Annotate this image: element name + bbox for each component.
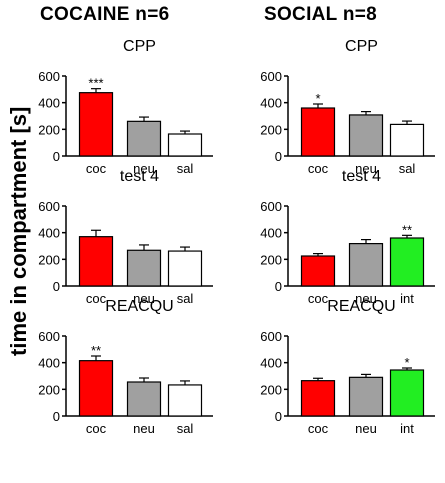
category-label: coc — [86, 421, 107, 436]
category-label: coc — [86, 161, 107, 176]
bar-sal — [389, 123, 425, 157]
significance-label: ** — [91, 343, 101, 358]
category-label: neu — [133, 291, 155, 306]
panel-title: test 4 — [342, 168, 381, 185]
y-tick-label: 0 — [53, 279, 60, 294]
bar-sal — [167, 384, 203, 417]
bar-neu — [348, 376, 384, 417]
y-tick-label: 600 — [38, 69, 60, 84]
y-tick-label: 0 — [275, 149, 282, 164]
panel-title: CPP — [123, 38, 156, 55]
category-label: coc — [308, 421, 329, 436]
category-label: neu — [355, 161, 377, 176]
category-label: int — [400, 421, 414, 436]
y-tick-label: 400 — [260, 226, 282, 241]
bar-coc — [300, 380, 336, 417]
y-tick-label: 200 — [260, 122, 282, 137]
bar-coc — [78, 236, 114, 287]
category-label: sal — [177, 291, 194, 306]
y-tick-label: 0 — [275, 409, 282, 424]
y-tick-label: 200 — [260, 382, 282, 397]
y-tick-label: 0 — [53, 149, 60, 164]
y-tick-label: 0 — [53, 409, 60, 424]
bar-sal — [167, 133, 203, 157]
significance-label: *** — [88, 76, 103, 91]
category-label: int — [400, 291, 414, 306]
category-label: neu — [355, 291, 377, 306]
category-label: neu — [133, 421, 155, 436]
significance-label: ** — [402, 222, 412, 237]
bar-int — [389, 237, 425, 287]
y-tick-label: 400 — [38, 226, 60, 241]
y-tick-label: 400 — [260, 96, 282, 111]
bar-neu — [126, 381, 162, 417]
significance-label: * — [404, 355, 409, 370]
category-label: coc — [308, 291, 329, 306]
y-tick-label: 200 — [38, 382, 60, 397]
bar-coc — [78, 360, 114, 417]
category-label: sal — [177, 421, 194, 436]
y-tick-label: 400 — [38, 96, 60, 111]
y-tick-label: 600 — [260, 329, 282, 344]
category-label: sal — [177, 161, 194, 176]
y-tick-label: 200 — [260, 252, 282, 267]
significance-label: * — [315, 91, 320, 106]
y-tick-label: 600 — [38, 329, 60, 344]
bar-sal — [167, 250, 203, 287]
panel-title: CPP — [345, 38, 378, 55]
bar-coc — [300, 255, 336, 287]
panel-title: test 4 — [120, 168, 159, 185]
y-tick-label: 600 — [260, 69, 282, 84]
bar-neu — [126, 120, 162, 157]
y-tick-label: 400 — [38, 356, 60, 371]
y-tick-label: 200 — [38, 252, 60, 267]
y-tick-label: 0 — [275, 279, 282, 294]
category-label: neu — [355, 421, 377, 436]
y-tick-label: 400 — [260, 356, 282, 371]
y-tick-label: 600 — [260, 199, 282, 214]
panel-title: REACQU — [327, 298, 395, 315]
bar-neu — [348, 114, 384, 157]
y-tick-label: 600 — [38, 199, 60, 214]
bar-neu — [348, 243, 384, 287]
cocaine-column-title: COCAINE n=6 — [40, 4, 170, 25]
bar-coc — [78, 92, 114, 157]
category-label: sal — [399, 161, 416, 176]
social-column-title: SOCIAL n=8 — [264, 4, 377, 25]
bar-neu — [126, 249, 162, 287]
category-label: coc — [86, 291, 107, 306]
y-tick-label: 200 — [38, 122, 60, 137]
category-label: coc — [308, 161, 329, 176]
category-label: neu — [133, 161, 155, 176]
panel-title: REACQU — [105, 298, 173, 315]
bar-int — [389, 369, 425, 417]
bar-coc — [300, 107, 336, 157]
